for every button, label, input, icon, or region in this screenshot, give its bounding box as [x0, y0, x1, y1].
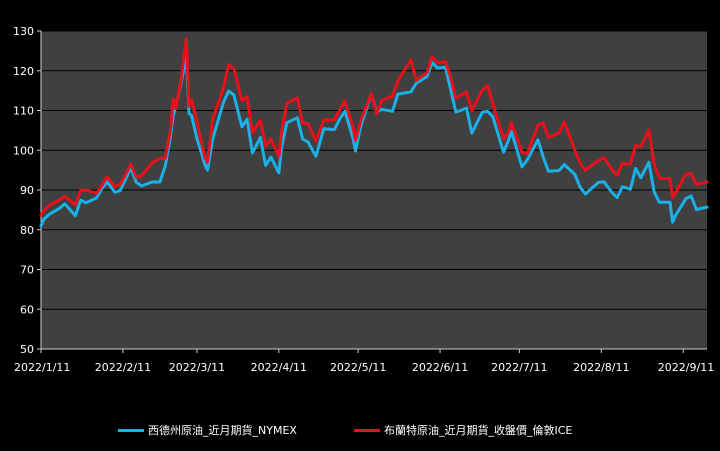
- series-lines: [39, 37, 709, 228]
- legend-swatch-wti: [118, 428, 144, 432]
- x-tick-label: 2022/2/11: [95, 361, 151, 374]
- x-tick-label: 2022/5/11: [330, 361, 386, 374]
- x-axis: 2022/1/11 2022/2/11 2022/3/11 2022/4/11 2022…: [14, 349, 714, 374]
- chart: 50 60 70 80 90 100 110 120 130 2022/1/11 2022/2/1…: [13, 25, 714, 374]
- y-tick-label: 60: [20, 303, 34, 316]
- legend-item-brent: 布蘭特原油_近月期貨_收盤價_倫敦ICE: [354, 422, 572, 438]
- y-tick-label: 110: [13, 105, 34, 118]
- series-line-wti: [39, 54, 709, 228]
- y-tick-label: 80: [20, 224, 34, 237]
- x-tick-label: 2022/3/11: [169, 361, 225, 374]
- x-tick-label: 2022/4/11: [251, 361, 307, 374]
- legend-swatch-brent: [354, 428, 380, 432]
- y-tick-label: 50: [20, 343, 34, 356]
- y-tick-label: 70: [20, 264, 34, 277]
- y-tick-label: 90: [20, 184, 34, 197]
- grid-lines: [41, 30, 707, 310]
- legend-label-brent: 布蘭特原油_近月期貨_收盤價_倫敦ICE: [384, 424, 573, 437]
- x-tick-label: 2022/1/11: [14, 361, 70, 374]
- legend: 西德州原油_近月期貨_NYMEX 布蘭特原油_近月期貨_收盤價_倫敦ICE: [0, 422, 720, 442]
- y-tick-label: 100: [13, 144, 34, 157]
- y-axis: 50 60 70 80 90 100 110 120 130: [13, 25, 41, 356]
- legend-item-wti: 西德州原油_近月期貨_NYMEX: [118, 422, 297, 438]
- x-tick-label: 2022/6/11: [412, 361, 468, 374]
- series-line-brent: [39, 37, 709, 217]
- y-tick-label: 130: [13, 25, 34, 38]
- legend-label-wti: 西德州原油_近月期貨_NYMEX: [148, 424, 297, 437]
- x-tick-label: 2022/8/11: [573, 361, 629, 374]
- x-tick-label: 2022/9/11: [658, 361, 714, 374]
- x-tick-label: 2022/7/11: [491, 361, 547, 374]
- y-tick-label: 120: [13, 65, 34, 78]
